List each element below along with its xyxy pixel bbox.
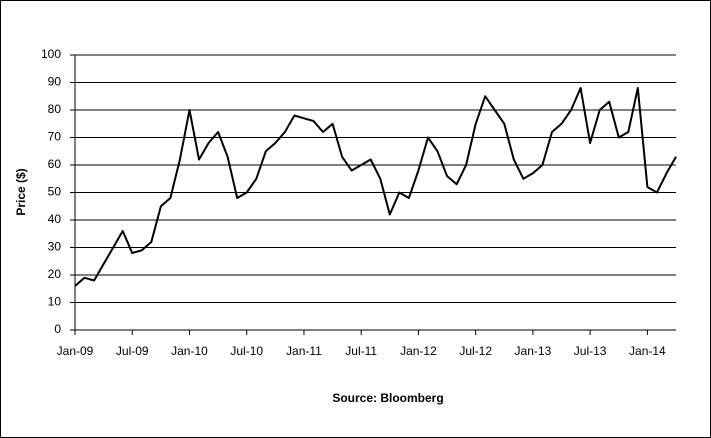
y-tick-label: 70 [48,130,62,144]
x-tick-label: Jan-09 [57,344,94,358]
x-tick-label: Jul-12 [459,344,492,358]
y-tick-label: 0 [54,322,61,336]
x-tick-label: Jan-11 [286,344,322,358]
y-tick-label: 80 [48,102,62,116]
x-tick-label: Jul-11 [345,344,377,358]
y-tick-label: 60 [48,157,62,171]
line [74,87,677,287]
x-tick-label: Jan-13 [515,344,552,358]
x-tick-label: Jul-09 [116,344,149,358]
x-tick-label: Jul-13 [574,344,607,358]
x-tick-label: Jan-12 [400,344,437,358]
source: Source: Bloomberg [332,391,443,405]
y-tick-label: 40 [48,212,62,226]
x-tick-label: Jan-14 [629,344,666,358]
y-tick-label: 90 [48,75,62,89]
x-tick-label: Jul-10 [230,344,263,358]
y-axis-label: Price ($) [14,168,28,215]
y-tick-label: 30 [48,240,62,254]
y-tick-label: 50 [48,185,62,199]
x-tick-label: Jan-10 [171,344,208,358]
y-tick-label: 20 [48,267,62,281]
y-tick-label: 10 [48,295,62,309]
y-tick-label: 100 [41,47,61,61]
